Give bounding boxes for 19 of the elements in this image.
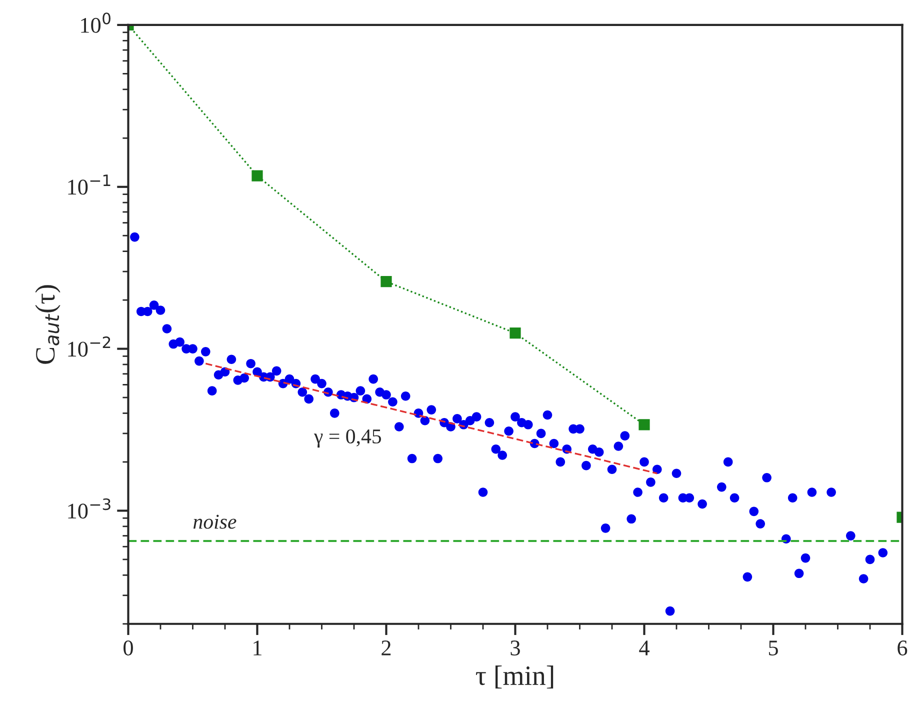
point	[380, 276, 392, 288]
y-tick-label: 10$^{−3}$	[68, 498, 110, 519]
x-tick-label: 1	[254, 640, 262, 656]
y-tick-label: 10$^{−1}$	[68, 174, 110, 195]
x-tick-label: 4	[639, 640, 650, 656]
x-tick-label: 2	[382, 640, 391, 656]
annotation: γ = 0,45	[314, 429, 382, 448]
point	[510, 328, 521, 339]
x-tick-label: 3	[510, 640, 520, 656]
y-tick-label: 10$^{0}$	[81, 12, 110, 33]
x-axis-title: τ [min]	[476, 666, 554, 689]
y-tick-label: 10$^{−2}$	[68, 336, 110, 357]
point	[638, 419, 650, 430]
point	[252, 170, 263, 182]
y-axis-title: C$_{aut}$(τ)	[35, 285, 60, 364]
x-tick-label: 5	[768, 640, 778, 656]
ref-line-label: noise	[193, 514, 236, 529]
x-tick-label: 0	[124, 640, 133, 656]
x-tick-label: 6	[898, 640, 908, 656]
